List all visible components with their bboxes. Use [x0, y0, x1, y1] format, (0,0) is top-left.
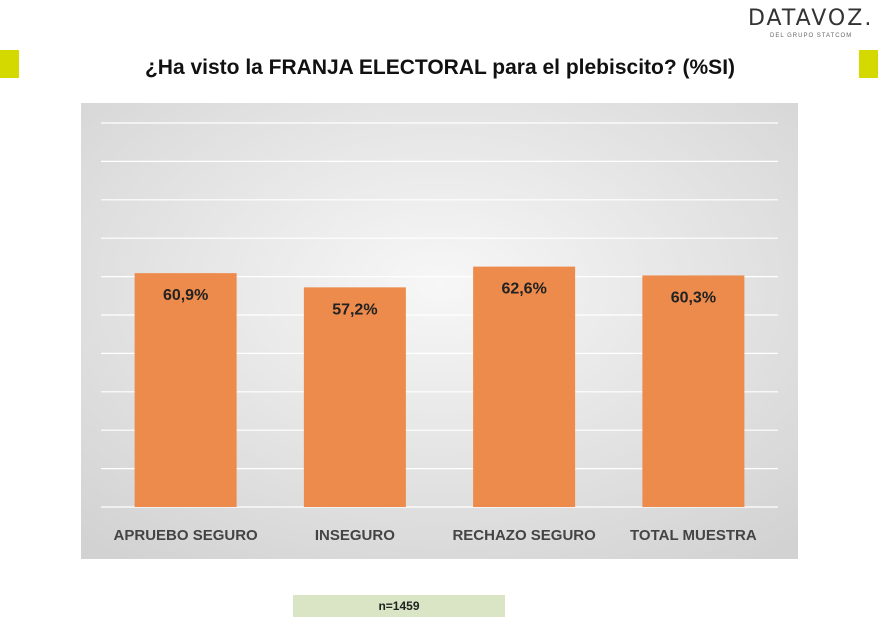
category-label-1: INSEGURO [315, 527, 395, 544]
data-label-2: 62,6% [501, 281, 546, 298]
bar-3 [642, 275, 745, 507]
left-accent-block [0, 50, 19, 78]
data-label-0: 60,9% [163, 287, 208, 304]
bar-chart-svg: 60,9% APRUEBO SEGURO 57,2% INSEGURO 62,6% REC… [81, 103, 798, 559]
bar-1 [303, 287, 406, 507]
category-label-0: APRUEBO SEGURO [114, 527, 259, 544]
bar-chart: 60,9% APRUEBO SEGURO 57,2% INSEGURO 62,6% REC… [81, 103, 798, 559]
data-label-1: 57,2% [332, 301, 377, 318]
logo-subtext: DEL GRUPO STATCOM [770, 33, 853, 39]
datavoz-logo: DATAVOZ. DEL GRUPO STATCOM [738, 6, 878, 42]
category-label-3: TOTAL MUESTRA [630, 527, 757, 544]
bar-2 [473, 266, 576, 507]
right-accent-block [859, 50, 878, 78]
category-label-2: RECHAZO SEGURO [452, 527, 596, 544]
sample-size-label: n=1459 [293, 595, 505, 617]
logo-text: DATAVOZ. [748, 6, 874, 31]
chart-title: ¿Ha visto la FRANJA ELECTORAL para el pl… [144, 56, 736, 79]
bar-0 [134, 273, 237, 507]
data-label-3: 60,3% [671, 289, 716, 306]
